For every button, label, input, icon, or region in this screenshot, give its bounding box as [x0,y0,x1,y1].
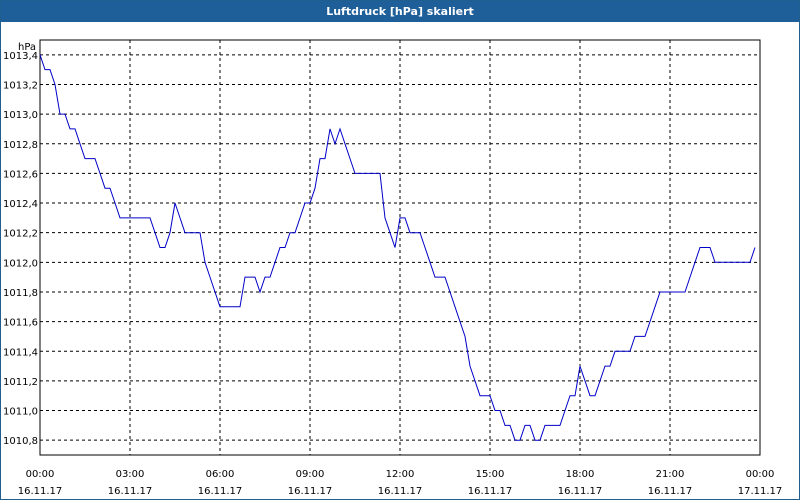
x-tick-date: 17.11.17 [738,486,783,497]
x-tick-date: 16.11.17 [558,486,603,497]
y-tick-label: 1012,4 [3,199,38,210]
x-tick-date: 16.11.17 [468,486,513,497]
series-line [39,54,756,441]
x-tick-date: 16.11.17 [378,486,423,497]
x-tick-date: 16.11.17 [18,486,63,497]
y-tick-label: 1011,6 [3,318,38,329]
x-tick-date: 16.11.17 [198,486,243,497]
x-tick-time: 06:00 [206,469,235,480]
x-tick-time: 00:00 [26,469,55,480]
x-tick-time: 18:00 [566,469,595,480]
y-tick-label: 1013,2 [3,80,38,91]
y-tick-label: 1011,8 [3,288,38,299]
chart-title: Luftdruck [hPa] skaliert [1,1,799,22]
y-tick-label: 1011,2 [3,377,38,388]
y-axis-label: hPa [18,42,36,53]
y-tick-label: 1012,8 [3,140,38,151]
y-tick-label: 1011,0 [3,407,38,418]
y-tick-labels: 1010,8 1011,0 1011,2 1011,4 1011,6 1011,8 1012… [3,51,38,447]
y-tick-label: 1012,2 [3,229,38,240]
x-tick-time: 09:00 [296,469,325,480]
grid-lines [40,40,760,455]
y-tick-label: 1013,0 [3,110,38,121]
x-tick-time: 21:00 [656,469,685,480]
y-tick-label: 1013,4 [3,51,38,62]
x-tick-time: 00:00 [746,469,775,480]
x-tick-labels: 00:00 16.11.17 03:00 16.11.17 06:00 16.11.17 0… [18,469,783,497]
y-tick-label: 1010,8 [3,436,38,447]
x-tick-time: 12:00 [386,469,415,480]
y-tick-label: 1011,4 [3,347,38,358]
y-tick-label: 1012,6 [3,169,38,180]
y-tick-label: 1012,0 [3,258,38,269]
x-tick-date: 16.11.17 [648,486,693,497]
x-tick-date: 16.11.17 [288,486,333,497]
x-tick-date: 16.11.17 [108,486,153,497]
x-tick-time: 15:00 [476,469,505,480]
x-tick-time: 03:00 [116,469,145,480]
plot-area [39,39,761,456]
